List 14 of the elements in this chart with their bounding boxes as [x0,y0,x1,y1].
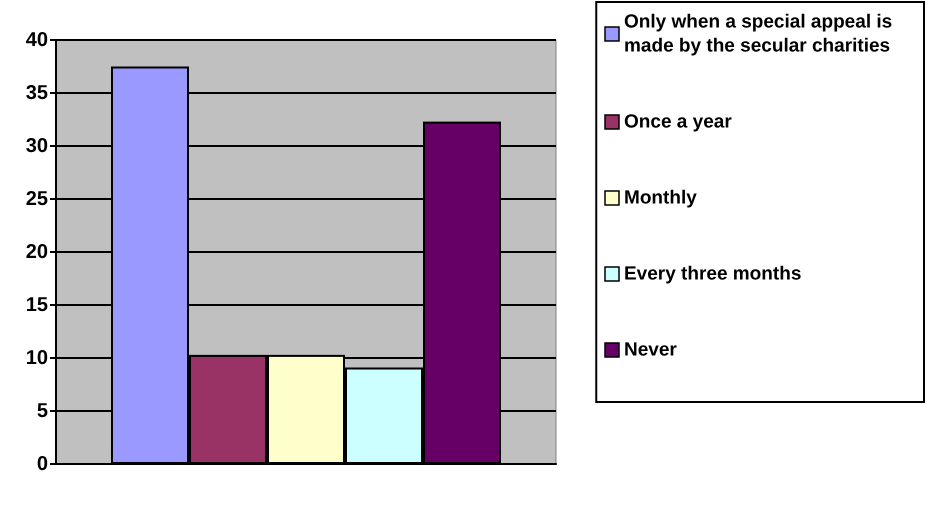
y-tick-label: 15 [26,294,48,316]
y-tick-label: 10 [26,347,48,369]
y-tick-label: 20 [26,241,48,263]
y-tick-label: 35 [26,82,48,104]
y-tick-label: 40 [26,29,48,51]
y-tick-label: 0 [36,453,48,475]
legend-label: Every three months [624,264,802,284]
y-tick-label: 5 [36,400,48,422]
legend-label: Once a year [624,112,732,132]
legend-label: Monthly [624,188,698,208]
y-tick-label: 25 [26,188,48,210]
legend-label: Never [624,340,678,360]
legend-label: Only when a special appeal is made by the secular charities [624,12,898,56]
y-tick-label: 30 [26,135,48,157]
